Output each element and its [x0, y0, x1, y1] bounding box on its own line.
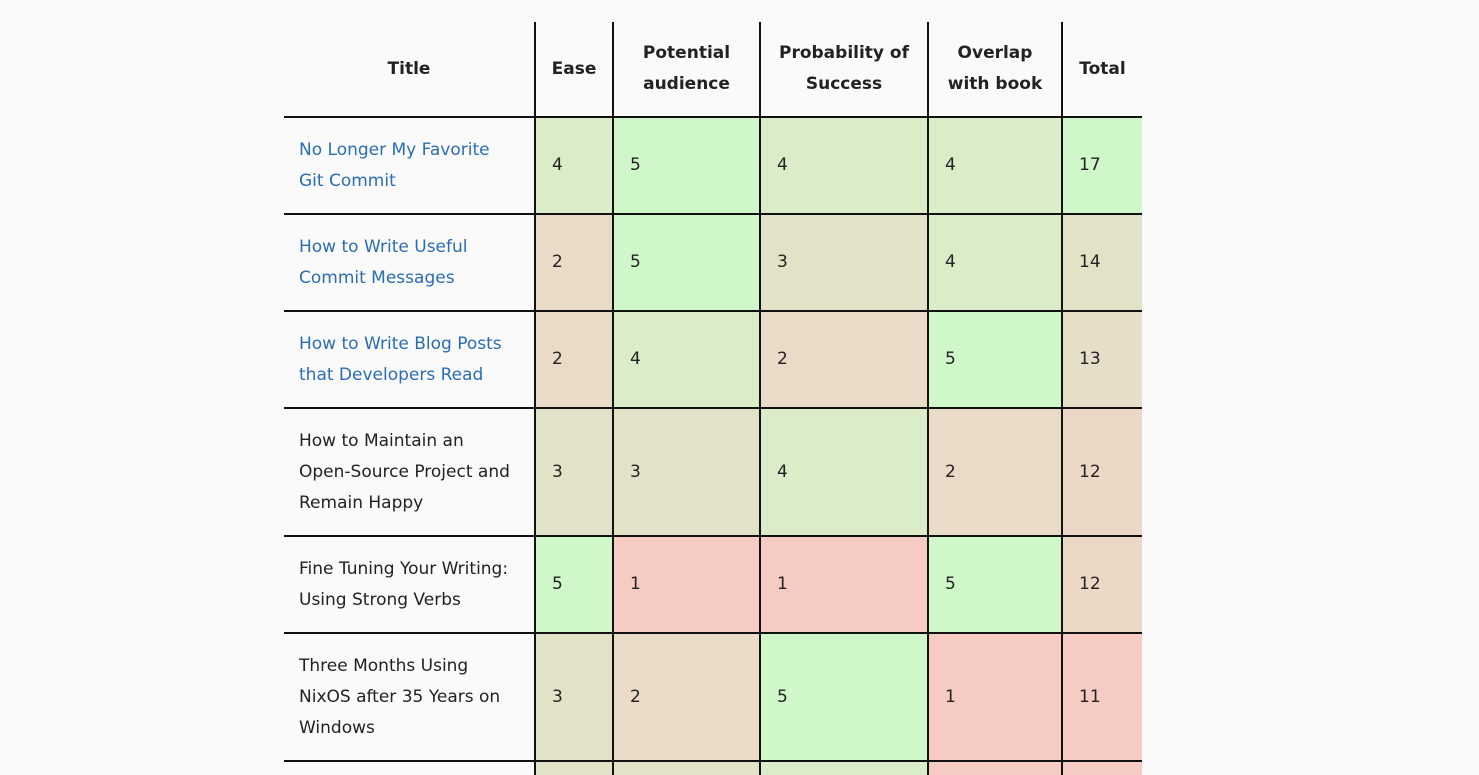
audience-cell: [612, 761, 760, 775]
total-cell: 13: [1061, 311, 1142, 409]
header-title: Title: [284, 22, 535, 118]
row-title-cell: No Longer My Favorite Git Commit: [284, 117, 535, 215]
row-title-cell: How to Maintain an Open-Source Project a…: [284, 408, 535, 537]
table-row: How to Maintain an Open-Source Project a…: [284, 408, 1142, 537]
post-link[interactable]: No Longer My Favorite Git Commit: [299, 139, 490, 191]
total-cell: 14: [1061, 214, 1142, 312]
probability-cell: 5: [759, 633, 928, 762]
ease-cell: 3: [534, 408, 613, 537]
row-title-cell: How to Write Blog Posts that Developers …: [284, 311, 535, 409]
overlap-cell: 4: [927, 117, 1062, 215]
audience-cell: 1: [612, 536, 760, 634]
table-row: How to Write Useful Commit Messages 2 5 …: [284, 214, 1142, 312]
header-total: Total: [1061, 22, 1142, 118]
header-overlap-with-book: Overlap with book: [927, 22, 1062, 118]
audience-cell: 2: [612, 633, 760, 762]
ease-cell: 5: [534, 536, 613, 634]
row-title-cell: Fine Tuning Your Writing: Using Strong V…: [284, 536, 535, 634]
probability-cell: 2: [759, 311, 928, 409]
header-potential-audience: Potential audience: [612, 22, 760, 118]
ease-cell: 2: [534, 214, 613, 312]
probability-cell: [759, 761, 928, 775]
table-header-row: Title Ease Potential audience Probabilit…: [284, 22, 1142, 118]
probability-cell: 3: [759, 214, 928, 312]
total-cell: 12: [1061, 536, 1142, 634]
overlap-cell: 1: [927, 633, 1062, 762]
audience-cell: 5: [612, 117, 760, 215]
ease-cell: 3: [534, 633, 613, 762]
row-title-cell: How to Write Useful Commit Messages: [284, 214, 535, 312]
audience-cell: 5: [612, 214, 760, 312]
overlap-cell: 5: [927, 311, 1062, 409]
post-title: How to Maintain an Open-Source Project a…: [299, 430, 510, 513]
overlap-cell: [927, 761, 1062, 775]
audience-cell: 4: [612, 311, 760, 409]
post-link[interactable]: How to Write Blog Posts that Developers …: [299, 333, 502, 385]
probability-cell: 4: [759, 408, 928, 537]
overlap-cell: 5: [927, 536, 1062, 634]
post-title: Fine Tuning Your Writing: Using Strong V…: [299, 558, 509, 610]
table-row: How to Write Blog Posts that Developers …: [284, 311, 1142, 409]
ease-cell: 2: [534, 311, 613, 409]
overlap-cell: 4: [927, 214, 1062, 312]
blog-ideas-table: Title Ease Potential audience Probabilit…: [284, 22, 1142, 775]
total-cell: [1061, 761, 1142, 775]
row-title-cell: [284, 761, 535, 775]
probability-cell: 1: [759, 536, 928, 634]
post-link[interactable]: How to Write Useful Commit Messages: [299, 236, 468, 288]
header-probability-of-success: Probability of Success: [759, 22, 928, 118]
table-row: Three Months Using NixOS after 35 Years …: [284, 633, 1142, 762]
row-title-cell: Three Months Using NixOS after 35 Years …: [284, 633, 535, 762]
ease-cell: 4: [534, 117, 613, 215]
overlap-cell: 2: [927, 408, 1062, 537]
probability-cell: 4: [759, 117, 928, 215]
post-title: Three Months Using NixOS after 35 Years …: [299, 655, 501, 738]
total-cell: 11: [1061, 633, 1142, 762]
total-cell: 17: [1061, 117, 1142, 215]
table-row: No Longer My Favorite Git Commit 4 5 4 4…: [284, 117, 1142, 215]
table-row: Fine Tuning Your Writing: Using Strong V…: [284, 536, 1142, 634]
table-row-partial: [284, 761, 1142, 775]
ease-cell: [534, 761, 613, 775]
audience-cell: 3: [612, 408, 760, 537]
total-cell: 12: [1061, 408, 1142, 537]
header-ease: Ease: [534, 22, 613, 118]
